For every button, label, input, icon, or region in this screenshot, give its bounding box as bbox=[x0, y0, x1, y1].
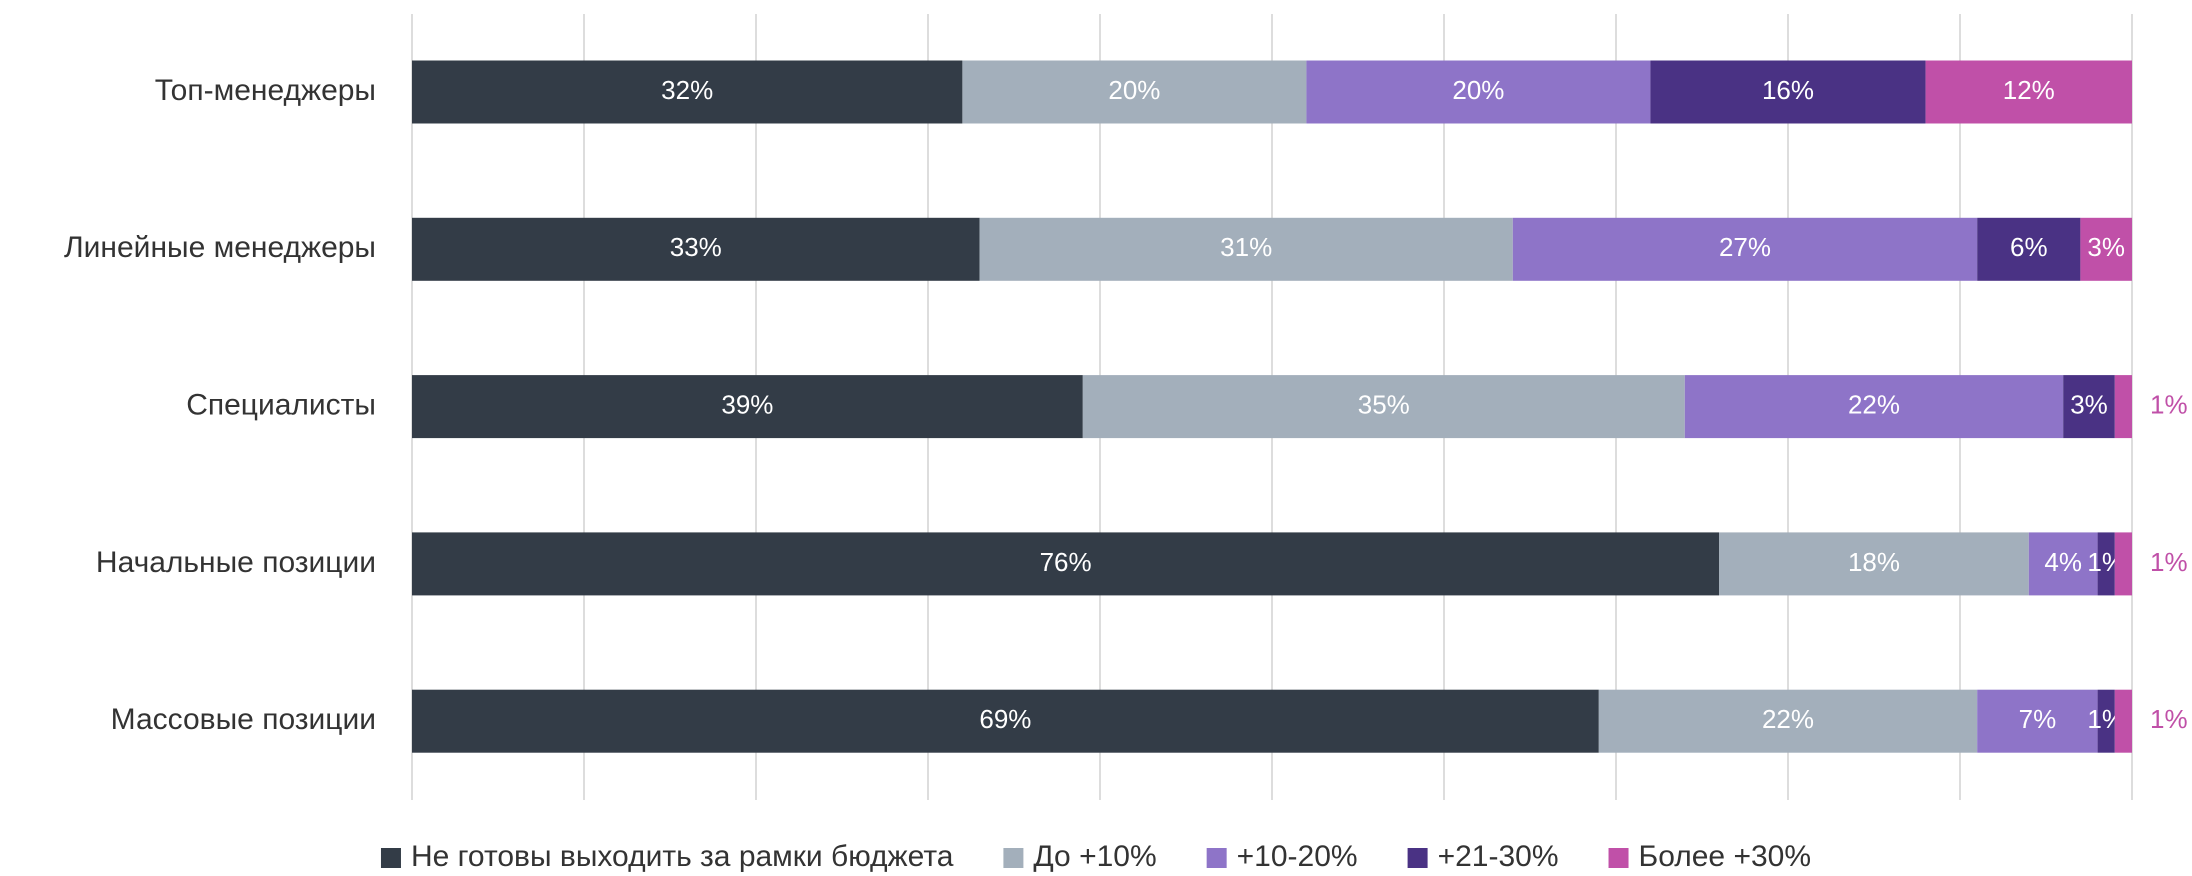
legend-swatch bbox=[1206, 848, 1227, 868]
data-label: 3% bbox=[2087, 232, 2125, 262]
bar-segment bbox=[412, 532, 1720, 596]
data-label: 22% bbox=[1762, 704, 1814, 734]
bar-segment bbox=[1512, 217, 1978, 281]
data-label: 76% bbox=[1040, 547, 1092, 577]
bar-segment bbox=[412, 60, 963, 124]
data-label: 1% bbox=[2150, 389, 2188, 419]
category-label: Специалисты bbox=[186, 389, 376, 422]
bar-segment bbox=[412, 689, 1599, 753]
bar-segment bbox=[2097, 689, 2115, 753]
bar-segment bbox=[1306, 60, 1651, 124]
category-label: Линейные менеджеры bbox=[64, 231, 376, 264]
legend-label: Не готовы выходить за рамки бюджета bbox=[411, 840, 954, 873]
legend-swatch bbox=[380, 848, 401, 868]
bar-segment bbox=[2028, 532, 2098, 596]
data-label: 16% bbox=[1762, 75, 1814, 105]
legend-label: +21-30% bbox=[1438, 840, 1559, 873]
data-label: 33% bbox=[670, 232, 722, 262]
data-label: 31% bbox=[1220, 232, 1272, 262]
bar-segment bbox=[962, 60, 1307, 124]
data-label: 18% bbox=[1848, 547, 1900, 577]
legend-swatch bbox=[1407, 848, 1428, 868]
bar-segment bbox=[2114, 689, 2132, 753]
bar-segment bbox=[1082, 375, 1685, 439]
bar-segment bbox=[1719, 532, 2029, 596]
legend-swatch bbox=[1608, 848, 1629, 868]
data-label: 6% bbox=[2010, 232, 2048, 262]
bar-segment bbox=[1598, 689, 1978, 753]
data-label: 35% bbox=[1358, 389, 1410, 419]
data-label: 39% bbox=[721, 389, 773, 419]
data-label: 20% bbox=[1108, 75, 1160, 105]
bar-segment bbox=[1977, 689, 2098, 753]
data-label: 1% bbox=[2150, 704, 2188, 734]
bar-segment bbox=[2063, 375, 2115, 439]
bar-segment bbox=[2114, 532, 2132, 596]
bar-segment bbox=[1925, 60, 2132, 124]
data-label: 12% bbox=[2003, 75, 2055, 105]
data-label: 32% bbox=[661, 75, 713, 105]
legend-label: Более +30% bbox=[1639, 840, 1812, 873]
category-label: Начальные позиции bbox=[96, 546, 376, 579]
data-label: 3% bbox=[2070, 389, 2108, 419]
data-label: 1% bbox=[2150, 547, 2188, 577]
data-label: 4% bbox=[2044, 547, 2082, 577]
bar-segment bbox=[2080, 217, 2132, 281]
bar-segment bbox=[2114, 375, 2132, 439]
bar-segment bbox=[1650, 60, 1926, 124]
bar-segment bbox=[412, 217, 980, 281]
bar-segment bbox=[2097, 532, 2115, 596]
category-label: Массовые позиции bbox=[111, 703, 376, 736]
legend-label: До +10% bbox=[1033, 840, 1156, 873]
legend-label: +10-20% bbox=[1237, 840, 1358, 873]
data-label: 20% bbox=[1452, 75, 1504, 105]
bar-segment bbox=[1977, 217, 2081, 281]
bar-segment bbox=[1684, 375, 2064, 439]
data-label: 69% bbox=[979, 704, 1031, 734]
legend-swatch bbox=[1003, 848, 1024, 868]
bar-segment bbox=[412, 375, 1083, 439]
data-label: 27% bbox=[1719, 232, 1771, 262]
data-label: 7% bbox=[2019, 704, 2057, 734]
bar-segment bbox=[979, 217, 1513, 281]
category-label: Топ-менеджеры bbox=[155, 74, 376, 107]
data-label: 22% bbox=[1848, 389, 1900, 419]
